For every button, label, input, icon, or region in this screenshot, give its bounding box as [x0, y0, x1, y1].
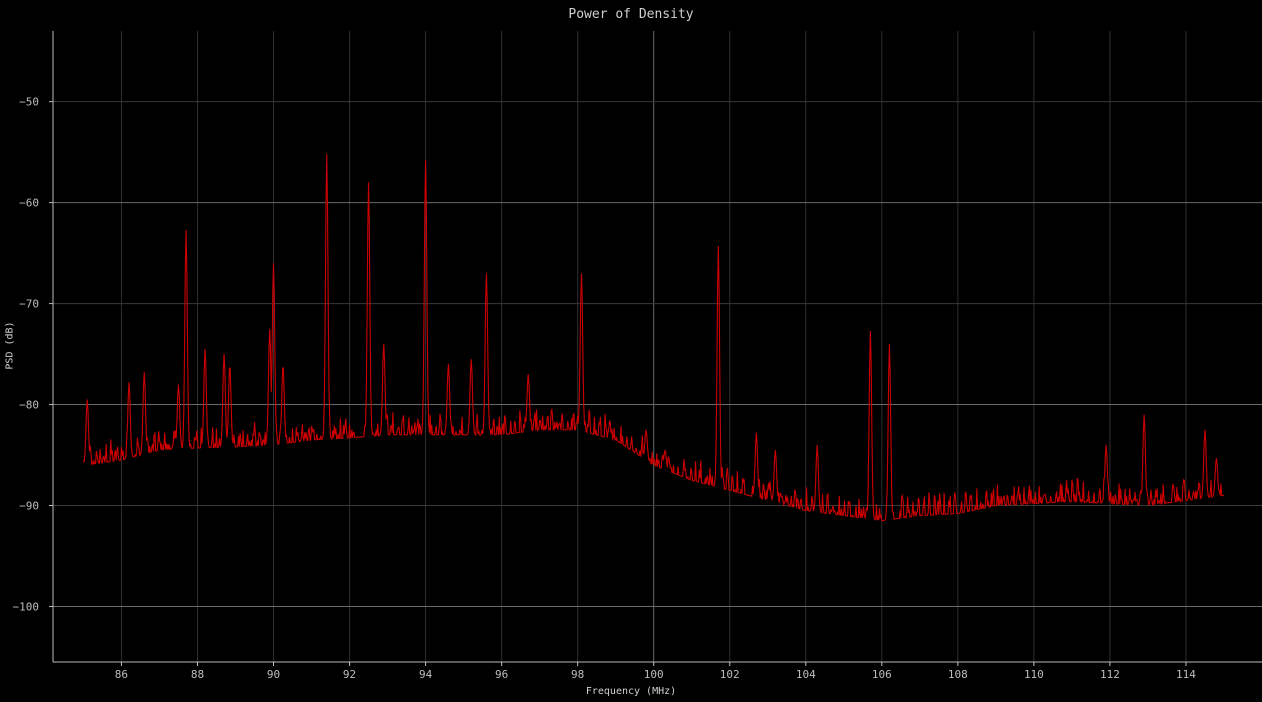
- x-tick-label: 114: [1176, 668, 1196, 681]
- x-tick-label: 92: [343, 668, 356, 681]
- x-tick-label: 112: [1100, 668, 1120, 681]
- x-tick-label: 100: [644, 668, 664, 681]
- x-tick-label: 86: [115, 668, 128, 681]
- x-tick-label: 98: [571, 668, 584, 681]
- y-axis-label: PSD (dB): [4, 321, 16, 370]
- x-tick-label: 110: [1024, 668, 1044, 681]
- x-tick-label: 106: [872, 668, 892, 681]
- y-tick-label: −60: [19, 197, 39, 210]
- chart-title: Power of Density: [568, 7, 694, 22]
- x-tick-label: 104: [796, 668, 816, 681]
- axes: [52, 31, 1262, 663]
- grid-lines: [53, 31, 1262, 662]
- x-tick-label: 108: [948, 668, 968, 681]
- x-axis-label: Frequency (MHz): [585, 686, 677, 697]
- y-tick-label: −80: [19, 399, 39, 412]
- y-tick-label: −100: [13, 600, 40, 613]
- series-layer: [82, 154, 1225, 522]
- x-tick-label: 88: [191, 668, 204, 681]
- x-tick-label: 94: [419, 668, 433, 681]
- x-tick-label: 102: [720, 668, 740, 681]
- psd-series-line: [82, 154, 1225, 522]
- y-tick-label: −70: [19, 298, 39, 311]
- x-tick-label: 90: [267, 668, 280, 681]
- y-tick-label: −50: [19, 96, 39, 109]
- tick-labels: 86 88 90 92 94 96 98 100 102 104 106 108 110 112 114 −1…: [13, 96, 1197, 681]
- x-tick-label: 96: [495, 668, 508, 681]
- y-tick-label: −90: [19, 500, 39, 513]
